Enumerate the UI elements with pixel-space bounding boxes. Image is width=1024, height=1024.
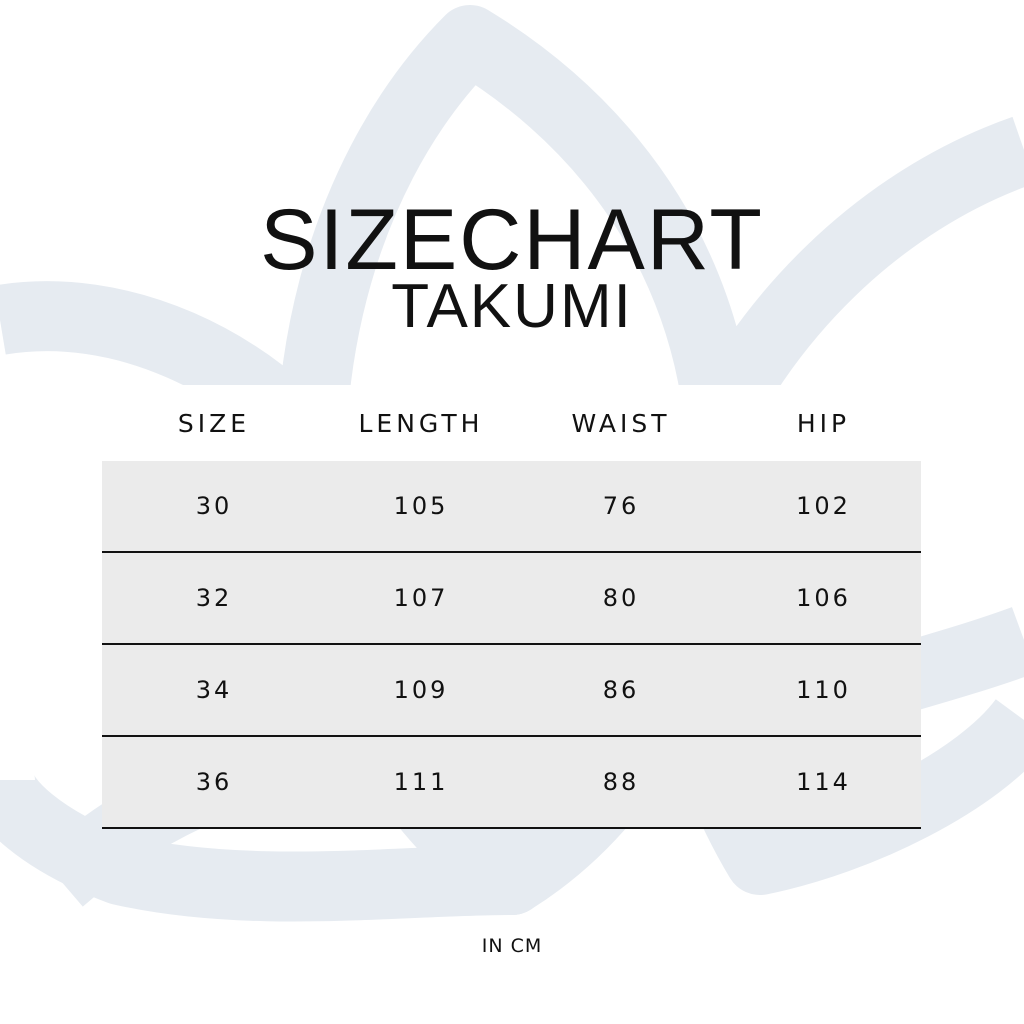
table-row: 34 109 86 110 <box>102 645 921 737</box>
size-table: SIZE LENGTH WAIST HIP 30 105 76 102 32 1… <box>102 385 921 829</box>
header-waist: WAIST <box>571 408 671 438</box>
cell-hip: 102 <box>796 492 851 520</box>
header-hip: HIP <box>796 408 851 438</box>
cell-waist: 88 <box>602 768 640 796</box>
table-row: 36 111 88 114 <box>102 737 921 829</box>
header-size: SIZE <box>177 408 251 438</box>
cell-hip: 110 <box>796 676 851 704</box>
cell-waist: 76 <box>602 492 640 520</box>
product-name: TAKUMI <box>391 272 633 341</box>
table-row: 30 105 76 102 <box>102 461 921 553</box>
cell-hip: 106 <box>796 584 851 612</box>
cell-size: 30 <box>195 492 233 520</box>
cell-hip: 114 <box>796 768 851 796</box>
unit-note: IN CM <box>481 935 543 957</box>
page-title: SIZECHART <box>260 192 764 288</box>
cell-size: 32 <box>195 584 233 612</box>
cell-waist: 80 <box>602 584 640 612</box>
table-header-row: SIZE LENGTH WAIST HIP <box>102 385 921 461</box>
cell-length: 111 <box>393 768 449 796</box>
cell-length: 107 <box>393 584 449 612</box>
cell-size: 36 <box>195 768 233 796</box>
cell-size: 34 <box>195 676 233 704</box>
cell-length: 105 <box>393 492 449 520</box>
cell-length: 109 <box>393 676 449 704</box>
header-length: LENGTH <box>358 408 484 438</box>
table-row: 32 107 80 106 <box>102 553 921 645</box>
cell-waist: 86 <box>602 676 640 704</box>
